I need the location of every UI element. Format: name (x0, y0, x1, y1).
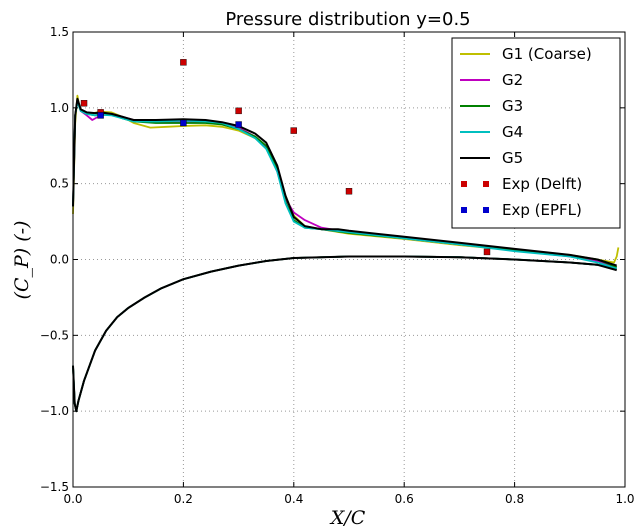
marker-exp-delft (235, 107, 242, 115)
x-tick-label: 0.8 (505, 492, 524, 506)
x-tick-label: 1.0 (615, 492, 634, 506)
y-tick-label: 1.0 (50, 101, 69, 115)
series-line-g5-lower (72, 255, 617, 413)
marker-exp-epfl (235, 121, 242, 128)
marker-exp-delft (483, 248, 491, 256)
series-line-g2-lower (72, 255, 617, 413)
x-ticks: 0.0 0.2 0.4 0.6 0.8 1.0 (63, 32, 635, 506)
series-line-g4-upper (72, 100, 617, 270)
y-tick-label: 1.5 (50, 25, 69, 39)
series-line-g3-lower (72, 255, 617, 413)
legend-label: G3 (502, 97, 523, 115)
legend-label: G1 (Coarse) (502, 45, 592, 63)
legend-label: G5 (502, 149, 523, 167)
marker-exp-delft (345, 188, 353, 195)
y-tick-label: 0.0 (50, 253, 69, 267)
marker-exp-delft (180, 59, 187, 66)
legend-label: Exp (EPFL) (502, 201, 582, 219)
legend-label: Exp (Delft) (502, 175, 582, 193)
marker-exp-delft (80, 100, 88, 107)
legend-swatch (461, 207, 467, 213)
y-tick-label: −1.0 (40, 404, 69, 418)
y-tick-label: −1.5 (40, 480, 69, 494)
marker-exp-epfl (180, 119, 187, 127)
legend-swatch (461, 181, 467, 187)
legend: G1 (Coarse) G2 G3 G4 G5 Exp (Delft) Exp (EPFL) (451, 37, 621, 229)
x-tick-label: 0.4 (284, 492, 303, 506)
legend-label: G4 (502, 123, 523, 141)
y-axis-label: (C_P) (-) (11, 221, 33, 300)
series-lines (72, 94, 620, 413)
series-line-g1-coarse--lower (72, 255, 617, 413)
data-markers (80, 59, 491, 256)
legend-swatch (483, 207, 489, 213)
x-tick-label: 0.2 (174, 492, 193, 506)
marker-exp-epfl (97, 112, 104, 119)
marker-exp-delft (290, 127, 297, 134)
x-axis-label: X/C (329, 507, 366, 529)
series-line-g4-lower (72, 255, 617, 413)
y-tick-label: 0.5 (50, 177, 69, 191)
series-line-g5-upper (72, 97, 618, 267)
legend-label: G2 (502, 71, 523, 89)
y-tick-label: −0.5 (40, 328, 69, 342)
legend-swatch (483, 181, 489, 187)
y-ticks: −1.5 −1.0 −0.5 0.0 0.5 1.0 1.5 (40, 25, 625, 494)
chart-title: Pressure distribution y=0.5 (225, 9, 470, 30)
plot-frame (72, 31, 626, 488)
x-tick-label: 0.0 (63, 492, 82, 506)
x-tick-label: 0.6 (395, 492, 414, 506)
